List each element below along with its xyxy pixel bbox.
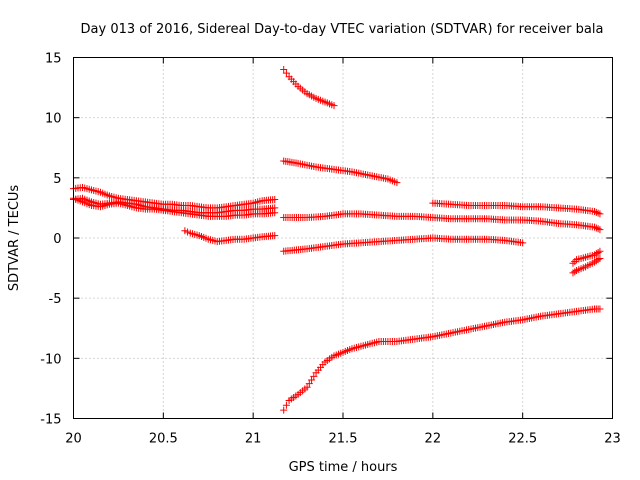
data-point (596, 305, 604, 313)
data-point (330, 102, 338, 110)
y-tick-label: 15 (45, 52, 62, 67)
data-point (591, 251, 599, 259)
y-tick-label: 0 (53, 232, 61, 247)
data-point (271, 195, 279, 203)
series-arc9 (280, 305, 604, 414)
data-point (592, 257, 600, 265)
series-arc7 (280, 210, 604, 234)
data-point (569, 259, 577, 267)
data-point (271, 232, 279, 240)
data-point (591, 223, 599, 231)
data-point (282, 69, 290, 77)
data-point (569, 269, 577, 277)
y-tick-label: 5 (53, 172, 61, 187)
x-tick-label: 20 (65, 432, 82, 447)
x-axis-label: GPS time / hours (289, 460, 398, 475)
series-arc12 (569, 254, 604, 277)
data-layer (70, 66, 604, 414)
data-point (596, 210, 604, 218)
y-tick-label: -5 (49, 292, 62, 307)
x-tick-label: 23 (604, 432, 621, 447)
series-arc5 (280, 66, 338, 110)
x-tick-label: 22.5 (508, 432, 537, 447)
grid (73, 57, 613, 419)
data-point (271, 209, 279, 217)
data-point (282, 401, 290, 409)
x-tick-label: 21.5 (329, 432, 358, 447)
series-arc10 (429, 199, 604, 218)
y-tick-label: -10 (40, 352, 61, 367)
data-point (519, 239, 527, 247)
series-arc6 (280, 157, 401, 187)
data-point (303, 383, 311, 391)
chart-title: Day 013 of 2016, Sidereal Day-to-day VTE… (81, 22, 604, 37)
data-point (592, 250, 600, 258)
data-point (308, 376, 316, 384)
data-point (594, 256, 602, 264)
data-point (393, 179, 401, 187)
data-point (596, 247, 604, 255)
data-point (594, 209, 602, 217)
series-arc3 (70, 194, 279, 220)
data-point (571, 268, 579, 276)
data-point (310, 372, 318, 380)
tick-marks (73, 57, 613, 419)
data-point (571, 257, 579, 265)
data-point (592, 224, 600, 232)
x-tick-label: 20.5 (149, 432, 178, 447)
x-tick-label: 21 (245, 432, 262, 447)
data-point (591, 258, 599, 266)
data-point (592, 208, 600, 216)
x-tick-label: 22 (425, 432, 442, 447)
y-axis-label: SDTVAR / TECUs (7, 185, 22, 292)
data-point (280, 406, 288, 414)
data-point (596, 226, 604, 234)
y-tick-labels: -15 -10 -5 0 5 10 15 (40, 52, 61, 428)
data-point (594, 225, 602, 233)
series-arc8 (280, 234, 527, 255)
data-point (591, 208, 599, 216)
series-arc11 (569, 247, 604, 267)
data-point (305, 380, 313, 388)
data-point (596, 254, 604, 262)
y-tick-label: 10 (45, 112, 62, 127)
x-tick-labels: 20 20.5 21 21.5 22 22.5 23 (65, 432, 621, 447)
series-arc1 (70, 183, 279, 212)
data-point (280, 66, 288, 74)
y-tick-label: -15 (40, 413, 61, 428)
series-arc4 (181, 227, 279, 246)
data-point (594, 248, 602, 256)
